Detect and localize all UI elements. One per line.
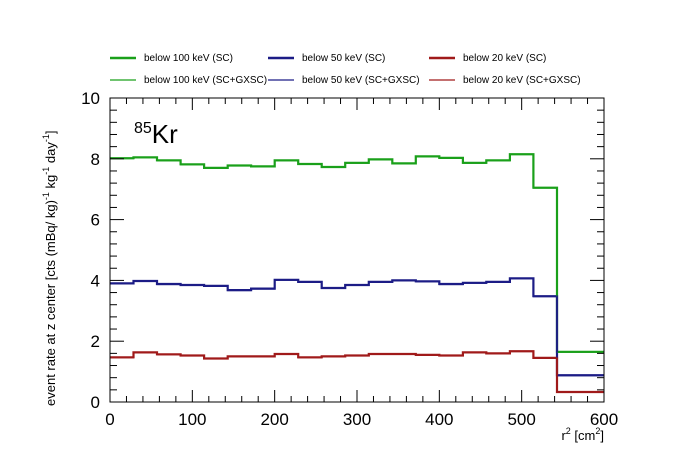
x-axis-title-unit-close: ] — [600, 428, 604, 443]
series-line-3 — [110, 154, 604, 353]
x-tick-label: 100 — [178, 410, 206, 429]
y-axis-title-part: day — [43, 142, 58, 167]
x-axis-title-unit-open: [cm — [571, 428, 596, 443]
legend-label: below 20 keV (SC) — [463, 53, 546, 64]
x-tick-label: 500 — [507, 410, 535, 429]
legend: below 100 keV (SC) below 50 keV (SC) below… — [110, 53, 581, 86]
legend-label: below 100 keV (SC) — [144, 53, 233, 64]
y-axis-title-sup: -1 — [41, 167, 51, 175]
y-axis-title-sup: -1 — [41, 134, 51, 142]
y-axis-title-part: ] — [43, 130, 58, 134]
x-axis-title-base: r — [561, 428, 566, 443]
series-layer — [110, 153, 604, 394]
legend-label: below 100 keV (SC+GXSC) — [144, 75, 267, 86]
y-tick-label: 0 — [91, 393, 100, 412]
x-axis-title: r2 [cm2] — [561, 426, 604, 443]
y-axis-title: event rate at z center [cts (mBq/ kg)-1 … — [41, 130, 58, 406]
x-tick-label: 0 — [105, 410, 114, 429]
x-tick-label: 400 — [425, 410, 453, 429]
legend-label: below 50 keV (SC) — [302, 53, 385, 64]
isotope-symbol: Kr — [152, 119, 178, 149]
x-axis-ticks: 0 100 200 300 400 500 600 — [105, 98, 618, 429]
y-tick-label: 6 — [91, 211, 100, 230]
isotope-mass-number: 85 — [134, 120, 152, 137]
x-tick-label: 200 — [260, 410, 288, 429]
x-tick-label: 300 — [343, 410, 371, 429]
x-axis-title-sup: 2 — [566, 426, 571, 436]
series-line-0 — [110, 153, 604, 353]
series-line-4 — [110, 278, 604, 377]
y-tick-label: 10 — [81, 89, 100, 108]
plot-area: 0 2 4 6 8 10 0 100 200 300 400 500 600 — [81, 89, 618, 429]
series-line-2 — [110, 350, 604, 394]
series-line-1 — [110, 277, 604, 377]
y-axis-title-part: event rate at z center [cts (mBq/ kg) — [43, 200, 58, 406]
y-tick-label: 4 — [91, 271, 100, 290]
y-tick-label: 2 — [91, 332, 100, 351]
isotope-annotation: 85Kr — [134, 119, 178, 149]
x-axis-title-unit-sup: 2 — [595, 426, 600, 436]
series-line-5 — [110, 351, 604, 394]
x-tick-label: 600 — [590, 410, 618, 429]
y-tick-label: 8 — [91, 150, 100, 169]
legend-label: below 20 keV (SC+GXSC) — [463, 75, 581, 86]
y-axis-ticks: 0 2 4 6 8 10 — [81, 89, 604, 412]
y-axis-title-sup: -1 — [41, 192, 51, 200]
legend-label: below 50 keV (SC+GXSC) — [302, 75, 420, 86]
y-axis-title-part: kg — [43, 175, 58, 192]
